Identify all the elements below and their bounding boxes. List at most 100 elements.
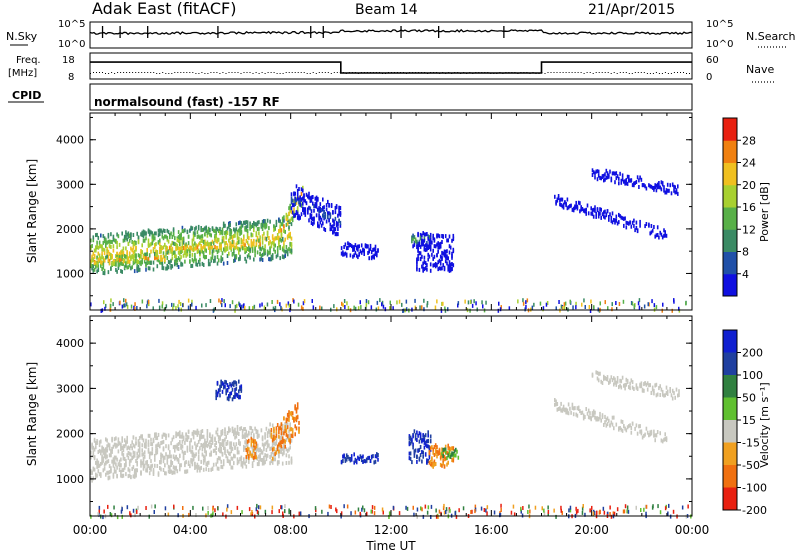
- velocity-speckle: [547, 510, 550, 514]
- velocity-cell: [121, 451, 123, 456]
- power-speckle: [302, 301, 305, 306]
- velocity-cell: [409, 451, 412, 456]
- power-speckle: [583, 298, 585, 303]
- velocity-speckle: [645, 504, 648, 509]
- velocity-speckle: [424, 504, 427, 509]
- power-cell: [576, 206, 579, 211]
- power-colorbar-tick-label: 8: [742, 246, 749, 259]
- power-cell: [172, 241, 175, 246]
- power-cell: [258, 238, 260, 243]
- velocity-cell: [96, 464, 98, 469]
- power-speckle: [126, 304, 129, 309]
- power-cell: [113, 238, 116, 243]
- velocity-colorbar-tick-label: -15: [742, 437, 760, 450]
- power-cell: [234, 228, 236, 233]
- velocity-cell: [184, 469, 186, 474]
- nave-point: [466, 73, 468, 74]
- power-cell: [559, 198, 561, 203]
- velocity-speckle: [113, 505, 115, 510]
- power-cell: [352, 247, 354, 252]
- velocity-cell: [584, 415, 586, 419]
- nave-point: [354, 72, 356, 73]
- power-speckle: [161, 301, 164, 306]
- power-cell: [439, 266, 442, 271]
- power-speckle: [638, 298, 641, 303]
- power-cell: [434, 244, 437, 249]
- nave-point: [372, 72, 374, 73]
- velocity-speckle: [340, 511, 343, 516]
- power-cell: [422, 239, 424, 244]
- velocity-cell: [625, 377, 628, 382]
- power-cell: [294, 196, 296, 201]
- power-cell: [254, 249, 256, 254]
- power-cell: [368, 256, 370, 261]
- velocity-speckle: [455, 514, 458, 519]
- power-speckle: [560, 304, 563, 309]
- power-cell: [238, 250, 240, 255]
- velocity-cell: [185, 437, 187, 442]
- velocity-cell: [166, 454, 169, 459]
- power-cell: [603, 214, 605, 219]
- power-cell: [426, 232, 428, 236]
- velocity-cell: [156, 447, 159, 452]
- velocity-cell: [172, 435, 175, 440]
- power-cell: [101, 261, 103, 265]
- power-cell: [235, 255, 238, 260]
- velocity-cell: [162, 459, 165, 464]
- power-cell: [136, 266, 138, 271]
- power-cell: [185, 251, 187, 256]
- velocity-cell: [96, 441, 98, 445]
- power-cell: [210, 256, 212, 261]
- power-cell: [245, 227, 248, 232]
- power-cell: [606, 175, 609, 180]
- power-cell: [255, 222, 258, 227]
- power-cell: [117, 262, 120, 267]
- velocity-cell: [447, 446, 449, 451]
- velocity-cell: [342, 454, 344, 459]
- velocity-cell: [165, 444, 167, 449]
- power-cell: [204, 226, 206, 231]
- velocity-cell: [103, 454, 106, 459]
- nave-point: [680, 72, 681, 73]
- power-cell: [181, 249, 184, 253]
- power-cell: [251, 241, 254, 246]
- velocity-cell: [167, 464, 170, 469]
- power-ylabel: Slant Range [km]: [25, 159, 39, 263]
- power-cell: [160, 260, 162, 265]
- velocity-speckle: [148, 514, 150, 519]
- velocity-cell: [245, 439, 248, 443]
- velocity-speckle: [212, 511, 214, 516]
- velocity-cell: [443, 447, 446, 452]
- nave-point: [448, 72, 450, 73]
- power-cell: [447, 267, 449, 272]
- power-speckle: [618, 302, 621, 306]
- power-cell: [338, 208, 340, 213]
- power-cell: [421, 233, 423, 238]
- power-cell: [565, 203, 567, 208]
- power-cell: [285, 245, 288, 249]
- power-cell: [319, 202, 322, 207]
- velocity-cell: [108, 470, 111, 475]
- velocity-cell: [619, 378, 621, 383]
- velocity-cell: [678, 393, 680, 397]
- power-cell: [328, 211, 330, 216]
- velocity-cell: [340, 459, 343, 464]
- power-speckle: [604, 300, 606, 305]
- power-cell: [286, 221, 289, 226]
- power-cell: [196, 234, 199, 239]
- velocity-cell: [442, 447, 444, 452]
- velocity-cell: [595, 416, 597, 421]
- power-cell: [117, 260, 120, 264]
- power-cell: [226, 246, 229, 251]
- power-speckle: [599, 301, 601, 306]
- velocity-cell: [273, 441, 275, 446]
- velocity-cell: [666, 392, 669, 396]
- power-cell: [320, 217, 323, 222]
- velocity-speckle: [354, 510, 357, 515]
- power-cell: [137, 239, 140, 244]
- velocity-cell: [451, 446, 453, 451]
- velocity-cell: [631, 421, 634, 426]
- power-cell: [281, 218, 284, 223]
- velocity-cell: [411, 437, 413, 442]
- power-cell: [279, 256, 281, 261]
